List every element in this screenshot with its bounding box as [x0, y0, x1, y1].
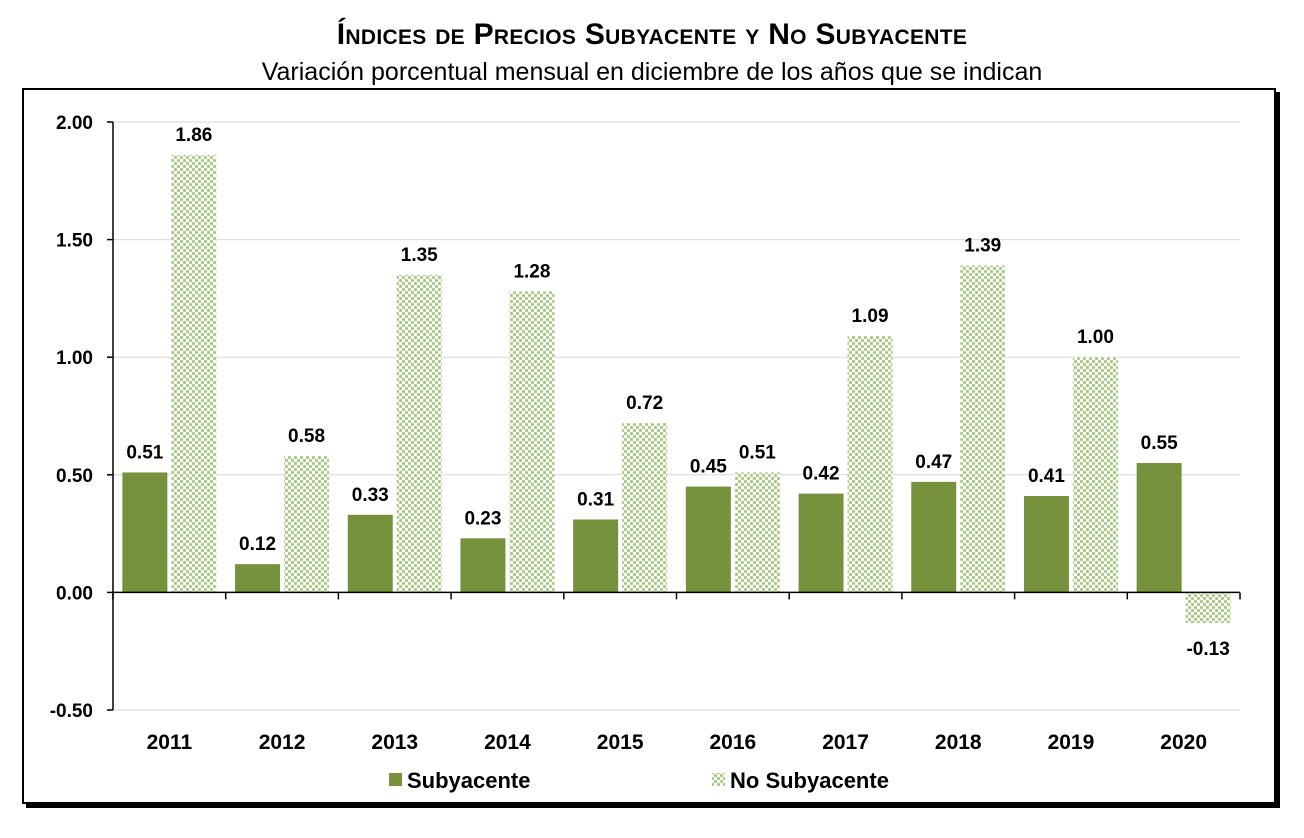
data-label: 0.33 — [352, 485, 389, 506]
data-label: 0.58 — [288, 426, 325, 447]
x-tick-label: 2011 — [147, 731, 193, 754]
bar-subyacente — [911, 481, 957, 593]
data-label: 1.09 — [852, 306, 889, 327]
data-label: 1.86 — [175, 125, 212, 146]
bar-no-subyacente — [847, 336, 893, 593]
legend-label-no-subyacente: No Subyacente — [730, 768, 889, 793]
bar-no-subyacente — [171, 154, 217, 593]
bar-no-subyacente — [1185, 592, 1231, 623]
x-tick-label: 2014 — [484, 731, 531, 754]
x-tick-label: 2012 — [259, 731, 306, 754]
bar-subyacente — [798, 493, 844, 593]
data-label: 0.42 — [803, 464, 840, 485]
x-tick-label: 2015 — [597, 731, 644, 754]
y-tick-label: -0.50 — [50, 701, 93, 722]
bar-no-subyacente — [960, 265, 1006, 593]
x-tick-label: 2019 — [1048, 731, 1095, 754]
bar-subyacente — [685, 486, 731, 593]
bar-subyacente — [460, 538, 506, 593]
x-tick-label: 2016 — [709, 731, 756, 754]
gridlines — [113, 121, 1240, 711]
y-tick-label: 0.50 — [56, 466, 93, 487]
data-label: 1.28 — [513, 261, 550, 282]
data-label: 0.12 — [239, 534, 276, 555]
data-label: 0.23 — [464, 508, 501, 529]
data-label: 0.51 — [739, 442, 776, 463]
data-label: 1.39 — [964, 235, 1001, 256]
bar-no-subyacente — [284, 455, 330, 593]
legend-swatch-subyacente — [389, 773, 402, 786]
legend-label-subyacente: Subyacente — [407, 768, 531, 793]
bars — [122, 154, 1231, 623]
bar-no-subyacente — [509, 291, 555, 593]
x-tick-label: 2013 — [371, 731, 418, 754]
x-tick-label: 2020 — [1160, 731, 1207, 754]
y-tick-label: 2.00 — [56, 113, 93, 134]
bar-subyacente — [1023, 495, 1069, 593]
bar-no-subyacente — [734, 472, 780, 593]
x-tick-label: 2018 — [935, 731, 982, 754]
data-label: 1.35 — [401, 245, 438, 266]
bar-subyacente — [1136, 463, 1182, 593]
legend: Subyacente No Subyacente — [389, 768, 889, 793]
x-tick-label: 2017 — [822, 731, 869, 754]
data-label: 0.55 — [1141, 433, 1178, 454]
chart-title-text: Índices de Precios Subyacente y No Subya… — [336, 18, 968, 51]
legend-swatch-no-subyacente — [712, 773, 725, 786]
data-label: 0.31 — [577, 489, 614, 510]
bar-no-subyacente — [1072, 357, 1118, 593]
bar-subyacente — [347, 514, 393, 593]
data-label: 0.51 — [126, 442, 163, 463]
bar-subyacente — [235, 564, 281, 593]
chart-title: Índices de Precios Subyacente y No Subya… — [0, 18, 1304, 52]
data-label: 0.45 — [690, 457, 727, 478]
bar-subyacente — [573, 519, 619, 593]
axes — [107, 121, 1241, 711]
data-label: 0.72 — [626, 393, 663, 414]
bar-no-subyacente — [622, 423, 668, 593]
y-tick-label: 0.00 — [56, 583, 93, 604]
y-tick-label: 1.00 — [56, 348, 93, 369]
data-label: 0.41 — [1028, 466, 1065, 487]
labels: 2.00 1.50 1.00 0.50 0.00 -0.50 0.51 1.86 2011 0.1… — [50, 113, 1230, 754]
data-label: 0.47 — [915, 452, 952, 473]
bar-subyacente — [122, 472, 168, 593]
bar-no-subyacente — [396, 274, 442, 593]
data-label: 1.00 — [1077, 327, 1114, 348]
data-label: -0.13 — [1186, 639, 1229, 660]
chart-subtitle: Variación porcentual mensual en diciembr… — [261, 58, 1043, 86]
y-tick-label: 1.50 — [56, 231, 93, 252]
